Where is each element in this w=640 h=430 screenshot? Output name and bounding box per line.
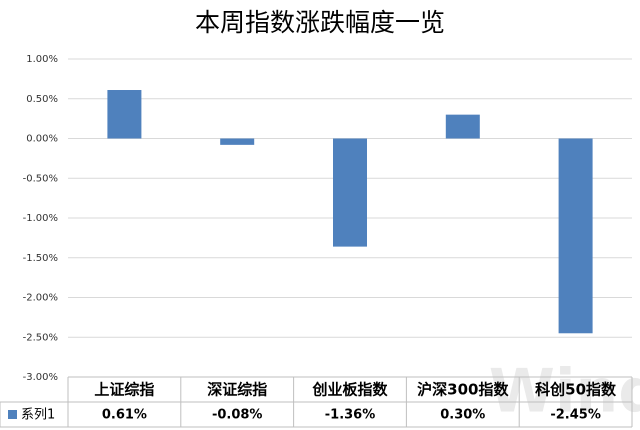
legend-label: 系列1 [21, 408, 55, 423]
value-label: -0.08% [212, 408, 263, 423]
y-tick-label: -0.50% [23, 173, 58, 184]
y-tick-label: 1.00% [26, 54, 58, 65]
bar [333, 138, 367, 247]
legend-swatch [8, 410, 17, 419]
y-tick-label: 0.00% [26, 134, 58, 145]
y-tick-label: 0.50% [26, 94, 58, 105]
bar [107, 90, 142, 139]
y-tick-label: -2.00% [23, 293, 58, 304]
y-tick-label: -1.50% [23, 253, 58, 264]
bar [445, 114, 480, 139]
x-tick-label: 沪深300指数 [417, 381, 509, 399]
value-label: 0.30% [440, 408, 485, 423]
x-tick-label: 创业板指数 [311, 381, 388, 399]
bar [220, 138, 255, 145]
x-tick-label: 深证综指 [207, 381, 267, 399]
x-tick-label: 上证综指 [94, 381, 154, 399]
chart-title: 本周指数涨跌幅度一览 [195, 8, 445, 37]
x-tick-label: 科创50指数 [535, 381, 617, 399]
y-tick-label: -2.50% [23, 332, 58, 343]
value-label: -1.36% [325, 408, 376, 423]
bar [558, 138, 593, 334]
value-label: -2.45% [550, 408, 601, 423]
value-label: 0.61% [102, 408, 147, 423]
y-tick-label: -3.00% [23, 372, 58, 383]
watermark: Wind [489, 357, 640, 427]
y-tick-label: -1.00% [23, 213, 58, 224]
